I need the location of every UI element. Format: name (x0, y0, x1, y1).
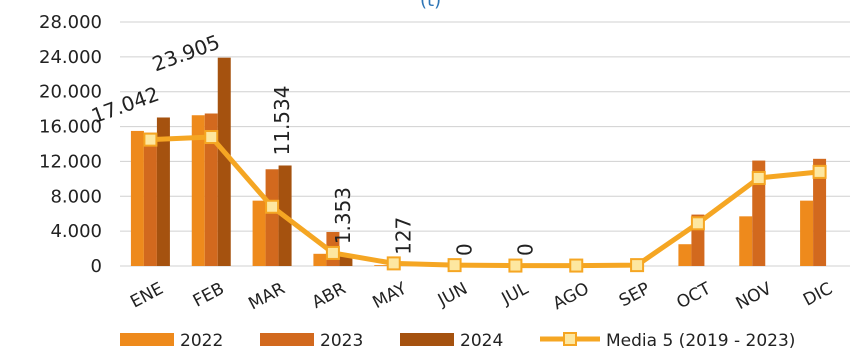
bars (130, 57, 827, 267)
x-tick-label: SEP (616, 279, 653, 312)
data-label-2024: 1.353 (331, 187, 355, 244)
line-marker (508, 258, 523, 273)
y-tick-label: 24.000 (39, 47, 102, 68)
bar-2022 (739, 216, 753, 266)
data-label-2024: 127 (392, 217, 416, 255)
y-tick-label: 16.000 (39, 117, 102, 138)
bar-2022 (800, 200, 814, 266)
bar-2022 (374, 265, 388, 266)
x-tick-label: ABR (309, 279, 350, 313)
bar-2022 (678, 244, 692, 266)
y-tick-label: 4.000 (50, 221, 102, 242)
x-tick-label: JUN (434, 279, 471, 311)
legend-marker (563, 332, 577, 346)
line-marker (265, 199, 280, 214)
chart-title-partial: (t) (420, 0, 441, 11)
bar-2023 (204, 113, 218, 266)
legend-label: 2024 (460, 331, 503, 351)
bar-2023 (143, 132, 157, 266)
y-tick-label: 12.000 (39, 151, 102, 172)
line-marker (569, 258, 584, 273)
bar-2024 (156, 117, 170, 266)
bar-2024 (339, 254, 353, 266)
x-tick-label: AGO (550, 279, 593, 314)
y-tick-label: 28.000 (39, 12, 102, 33)
x-tick-label: DIC (800, 279, 836, 311)
data-label-2024: 23.905 (149, 30, 223, 76)
bar-2022 (252, 200, 266, 266)
x-tick-label: MAY (369, 278, 410, 313)
bar-2023 (813, 158, 827, 266)
line-marker (325, 245, 340, 260)
y-tick-label: 0 (91, 256, 102, 277)
x-tick-label: MAR (245, 279, 288, 315)
data-label-2024: 0 (513, 243, 537, 256)
line-marker (630, 258, 645, 273)
line-marker (751, 170, 766, 185)
line-marker (143, 132, 158, 147)
bar-2023 (265, 169, 279, 266)
y-axis-ticks: 0 4.000 8.000 12.000 16.000 20.000 24.000 28.00… (39, 12, 102, 277)
x-tick-label: JUL (498, 279, 533, 310)
data-label-2024: 11.534 (270, 86, 294, 156)
y-tick-label: 8.000 (50, 186, 102, 207)
legend-label: 2022 (180, 331, 223, 351)
legend-swatch (120, 333, 174, 346)
x-axis-ticks: ENE FEB MAR ABR MAY JUN JUL AGO SEP OCT NOV DIC (127, 278, 836, 314)
line-marker (204, 130, 219, 145)
legend-label: Media 5 (2019 - 2023) (606, 331, 795, 351)
line-marker (447, 258, 462, 273)
x-tick-label: ENE (127, 279, 167, 313)
legend-swatch (260, 333, 314, 346)
y-tick-label: 20.000 (39, 82, 102, 103)
bar-2022 (313, 253, 327, 266)
legend-label: 2023 (320, 331, 363, 351)
average-line (143, 130, 827, 273)
line-marker (690, 216, 705, 231)
x-tick-label: NOV (733, 279, 776, 314)
line-marker (386, 256, 401, 271)
legend-swatch (400, 333, 454, 346)
bar-2022 (130, 130, 144, 266)
bar-2023 (752, 160, 766, 266)
legend: 2022 2023 2024 Media 5 (2019 - 2023) (120, 331, 795, 351)
x-tick-label: FEB (190, 279, 228, 312)
grid-lines (120, 21, 850, 267)
data-label-2024: 0 (453, 243, 477, 256)
line-series (150, 134, 820, 269)
bar-2022 (191, 115, 205, 266)
line-marker (812, 164, 827, 179)
x-tick-label: OCT (673, 278, 714, 313)
bar-2024 (217, 57, 231, 267)
